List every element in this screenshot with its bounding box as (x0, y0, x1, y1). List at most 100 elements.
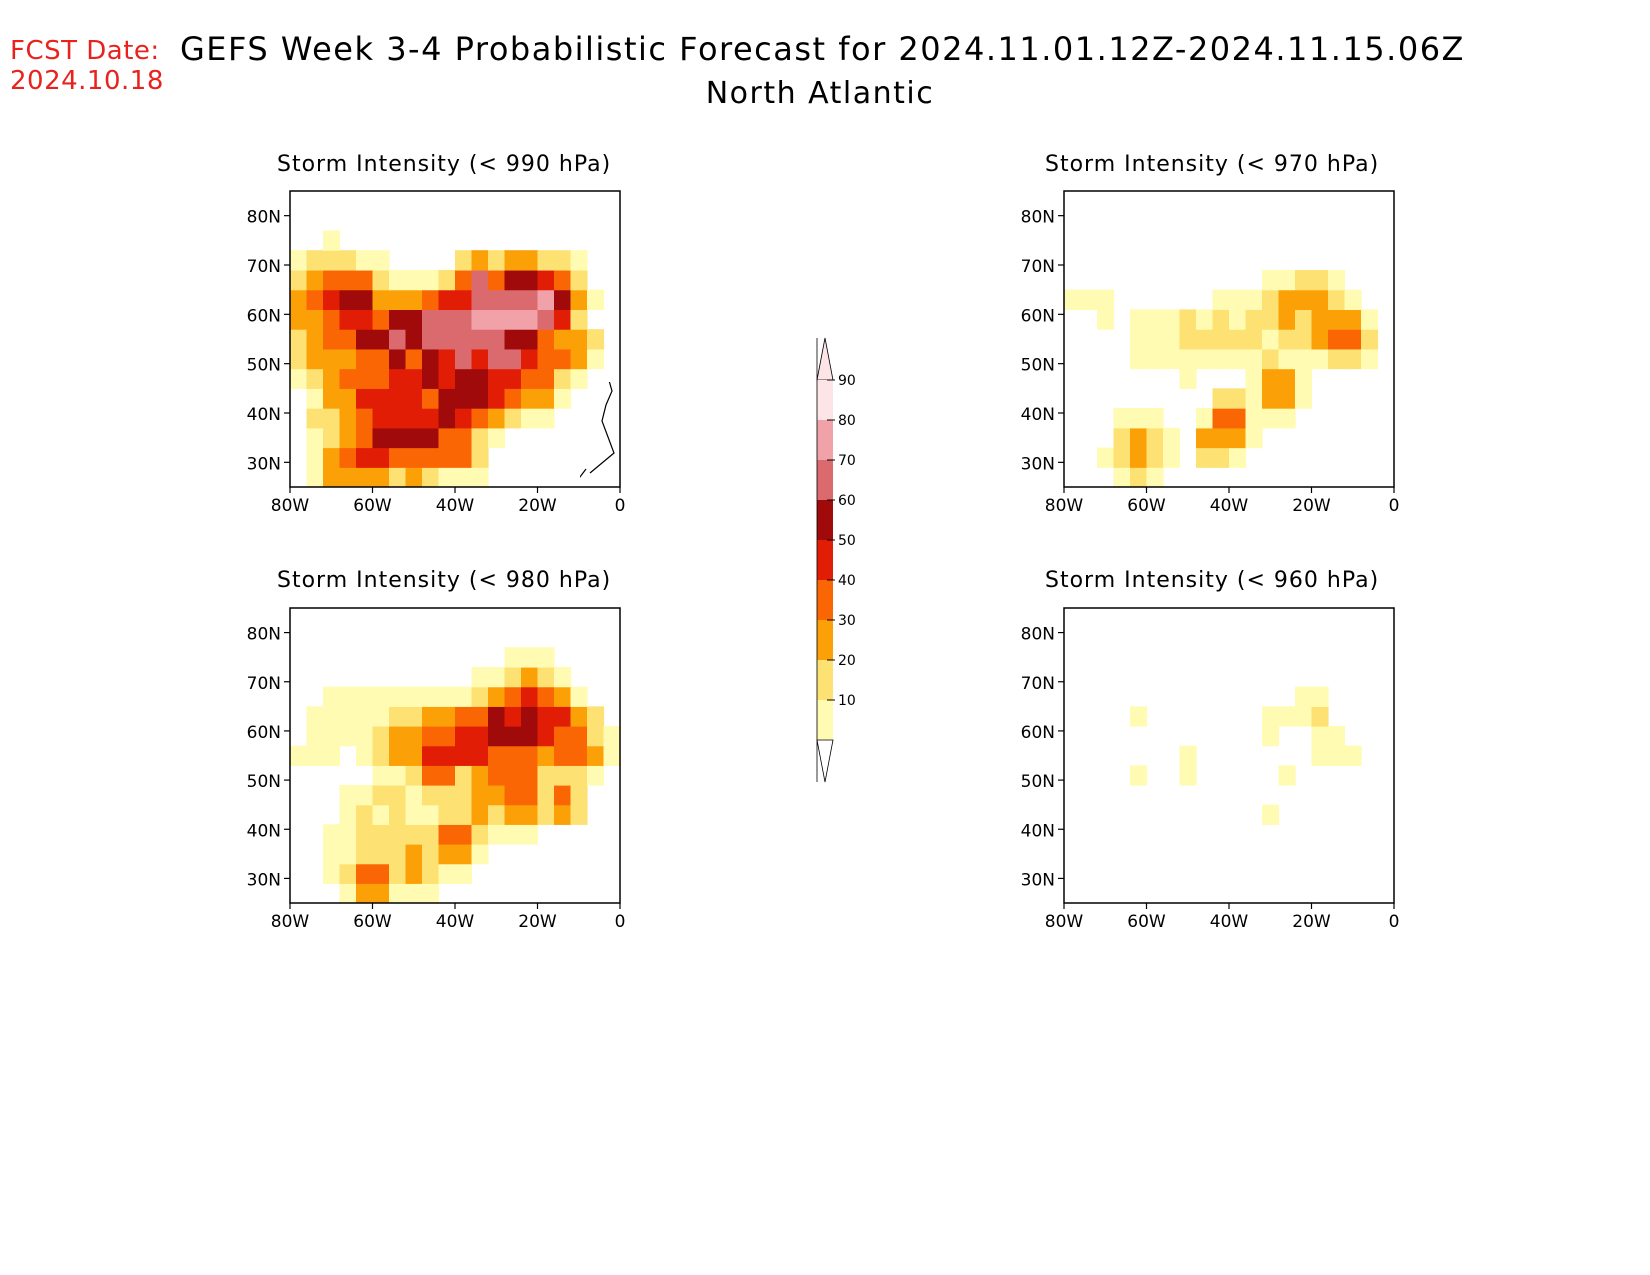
probability-cell (356, 686, 374, 707)
probability-cell (1196, 309, 1214, 330)
probability-cell (405, 289, 423, 310)
probability-cell (521, 348, 539, 370)
probability-cell (537, 309, 555, 330)
probability-cell (1130, 329, 1148, 350)
probability-cell (455, 388, 473, 409)
probability-cell (323, 230, 341, 251)
colorbar-label: 60 (838, 493, 856, 509)
probability-cell (504, 368, 522, 389)
probability-cell (1328, 289, 1346, 310)
probability-cell (422, 686, 440, 707)
probability-cell (1295, 706, 1313, 727)
colorbar-segment (817, 500, 833, 540)
probability-cell (488, 388, 506, 409)
probability-cell (323, 706, 341, 727)
probability-cell (323, 388, 341, 409)
lat-label: 50N (1021, 356, 1055, 376)
probability-cell (339, 368, 357, 389)
probability-cell (438, 368, 456, 389)
probability-cell (554, 804, 572, 825)
colorbar-label: 70 (838, 453, 856, 469)
probability-cell (356, 329, 374, 350)
probability-cell (504, 388, 522, 409)
probability-cell (389, 844, 407, 865)
probability-cell (356, 269, 374, 291)
probability-cell (422, 368, 440, 389)
probability-cell (389, 883, 407, 903)
probability-cell (455, 726, 473, 747)
probability-cell (570, 765, 588, 786)
probability-cell (1262, 408, 1280, 429)
colorbar-segment (817, 620, 833, 660)
probability-cell (356, 447, 374, 468)
probability-cell (356, 309, 374, 330)
probability-cell (339, 686, 357, 707)
probability-cell (587, 765, 605, 786)
probability-cell (306, 269, 324, 291)
probability-cell (372, 686, 390, 707)
probability-cell (1196, 427, 1214, 449)
probability-cell (1245, 408, 1263, 429)
probability-cell (290, 309, 308, 330)
probability-cell (521, 309, 539, 330)
probability-cell (438, 686, 456, 707)
probability-cell (422, 883, 440, 903)
probability-cell (1344, 309, 1362, 330)
lat-label: 80N (1021, 208, 1055, 228)
probability-cell (389, 368, 407, 389)
probability-cell (389, 309, 407, 330)
probability-cell (405, 844, 423, 865)
probability-cell (1229, 447, 1247, 468)
probability-cell (405, 686, 423, 707)
probability-cell (422, 726, 440, 747)
probability-cell (405, 745, 423, 766)
lat-label: 30N (247, 870, 281, 890)
probability-cell (488, 706, 506, 727)
probability-cell (537, 667, 555, 688)
colorbar-label: 20 (838, 653, 856, 669)
probability-cell (1245, 329, 1263, 350)
lat-label: 80N (1021, 625, 1055, 645)
probability-cell (1113, 447, 1131, 468)
probability-cell (389, 427, 407, 449)
probability-cell (1212, 447, 1230, 468)
probability-cell (389, 824, 407, 845)
probability-cell (471, 348, 489, 370)
probability-cell (389, 765, 407, 786)
probability-cell (422, 824, 440, 845)
probability-cell (372, 289, 390, 310)
probability-cell (1262, 388, 1280, 409)
probability-cell (405, 408, 423, 429)
probability-cell (323, 329, 341, 350)
probability-cell (1278, 309, 1296, 330)
probability-cell (554, 368, 572, 389)
probability-cell (1295, 686, 1313, 707)
probability-cell (1229, 388, 1247, 409)
probability-cell (455, 309, 473, 330)
probability-cell (1278, 289, 1296, 310)
probability-cell (521, 824, 539, 845)
lat-label: 30N (1021, 454, 1055, 474)
probability-cell (455, 863, 473, 884)
probability-cell (455, 745, 473, 766)
probability-cell (1262, 726, 1280, 747)
probability-cell (554, 745, 572, 766)
probability-cell (306, 726, 324, 747)
probability-cell (1212, 427, 1230, 449)
lon-label: 40W (436, 496, 475, 516)
probability-cell (389, 447, 407, 468)
lon-label: 80W (1045, 912, 1084, 932)
probability-cell (372, 824, 390, 845)
probability-cell (471, 467, 489, 487)
probability-cell (554, 667, 572, 688)
probability-cell (455, 269, 473, 291)
probability-cell (372, 388, 390, 409)
probability-cell (422, 388, 440, 409)
probability-cell (405, 785, 423, 806)
probability-cell (1179, 348, 1197, 370)
lat-label: 30N (247, 454, 281, 474)
probability-cell (537, 785, 555, 806)
probability-cell (290, 289, 308, 310)
probability-cell (405, 329, 423, 350)
probability-cell (405, 269, 423, 291)
